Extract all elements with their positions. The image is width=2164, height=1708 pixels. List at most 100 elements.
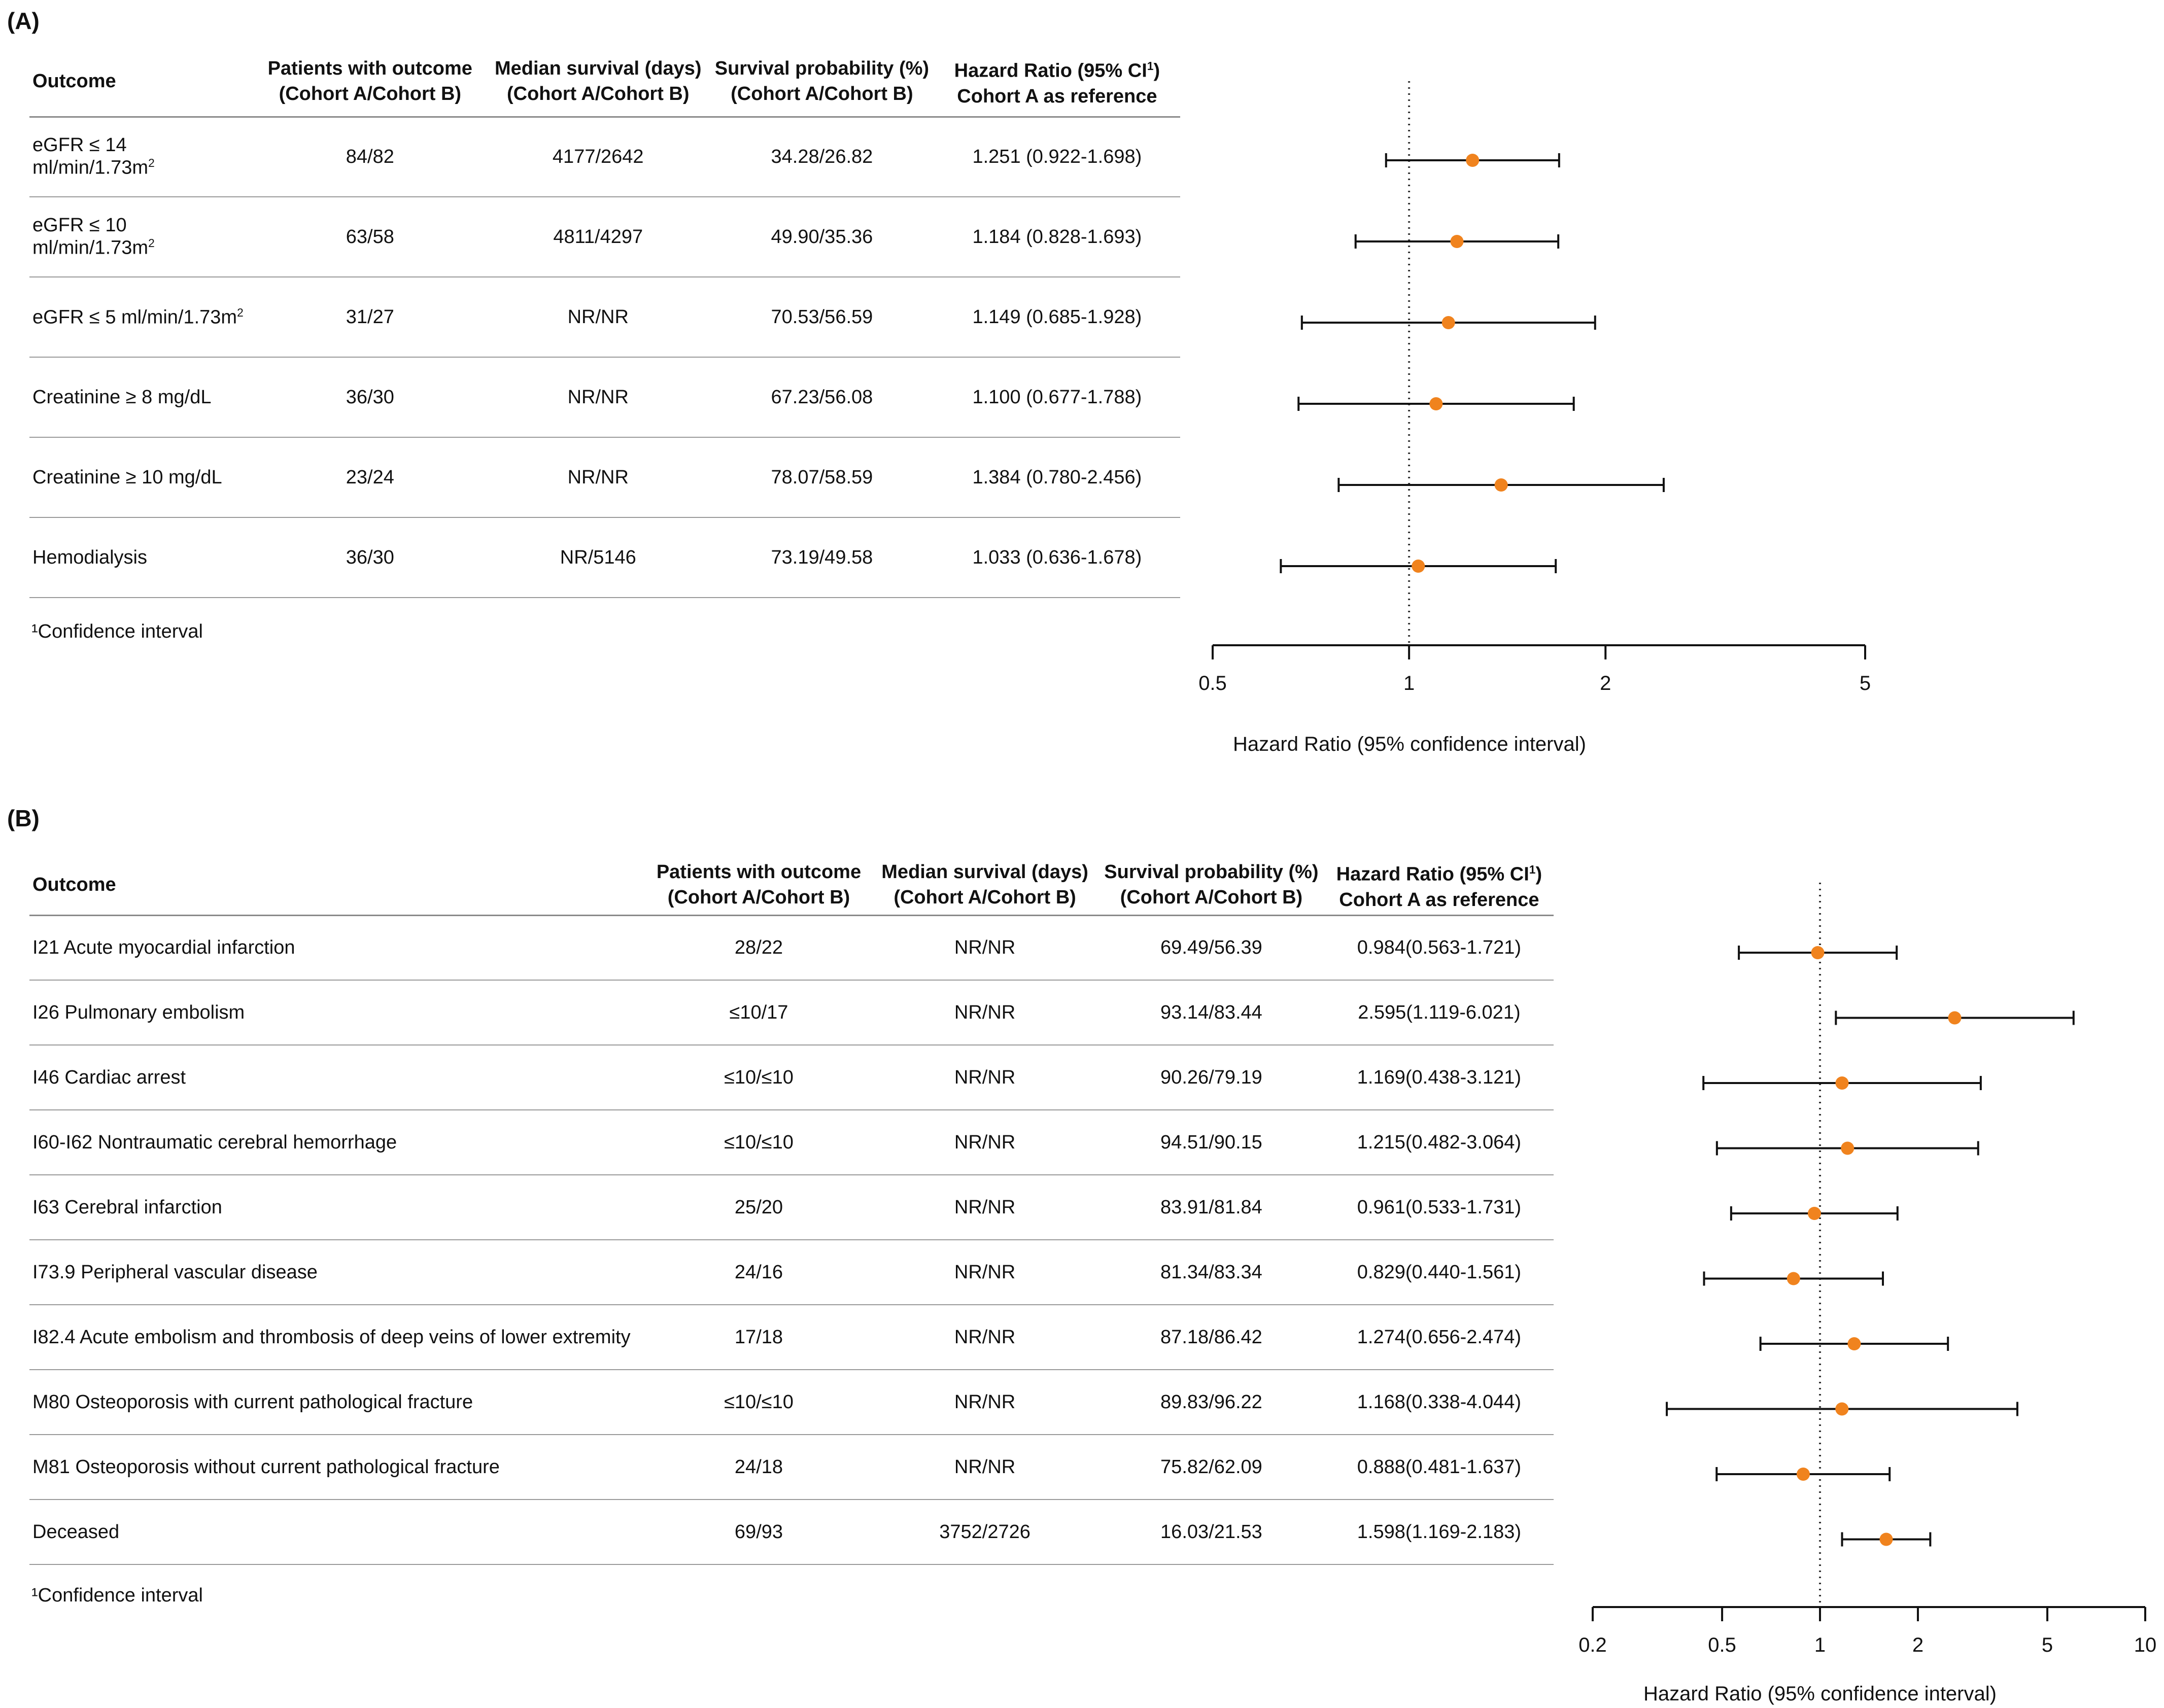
cell-patients: 25/20 [645,1175,872,1240]
cell-hazard-ratio-text: 1.274(0.656-2.474) [1357,1326,1522,1348]
cell-outcome-text: I60-I62 Nontraumatic cerebral hemorrhage [32,1131,397,1153]
cell-outcome: I82.4 Acute embolism and thrombosis of d… [29,1305,646,1370]
cell-hazard-ratio-text: 1.384 (0.780-2.456) [972,466,1142,488]
cell-hazard-ratio-text: 0.961(0.533-1.731) [1357,1196,1522,1218]
panel-b-footnote: ¹Confidence interval [31,1585,203,1606]
cell-patients-text: ≤10/≤10 [724,1066,794,1088]
table-row: I46 Cardiac arrest ≤10/≤10 NR/NR 90.26/79.1… [29,1045,1554,1110]
cell-hazard-ratio-text: 1.033 (0.636-1.678) [972,546,1142,568]
hazard-ratio-point [1412,560,1425,573]
cell-survival-prob: 94.51/90.15 [1098,1110,1325,1175]
cell-survival-prob-text: 70.53/56.59 [771,306,873,328]
cell-patients-text: 63/58 [346,226,394,248]
forest-point-group [1703,1271,1884,1286]
hazard-ratio-point [1835,1402,1849,1416]
col-hr-header-sup: 1 [1147,59,1154,73]
cell-outcome: Deceased [29,1500,646,1565]
unit-superscript: 2 [148,156,155,170]
table-row: I26 Pulmonary embolism ≤10/17 NR/NR 93.14/8… [29,980,1554,1045]
cell-survival-prob-text: 87.18/86.42 [1160,1326,1262,1348]
cell-patients-text: 24/18 [734,1456,783,1478]
cell-patients-text: 69/93 [734,1521,783,1543]
col-prob-header: Survival probability (%) (Cohort A/Cohor… [710,47,934,117]
cell-survival-prob-text: 78.07/58.59 [771,466,873,488]
cell-patients-text: 25/20 [734,1196,783,1218]
col-median-header-line1: Median survival (days) [881,861,1088,883]
hazard-ratio-point [1835,1076,1849,1090]
cell-hazard-ratio-text: 1.215(0.482-3.064) [1357,1131,1522,1153]
table-row: Creatinine ≥ 10 mg/dL 23/24 NR/NR 78.07/58.… [29,437,1180,518]
cell-hazard-ratio: 1.033 (0.636-1.678) [934,517,1180,598]
cell-survival-prob-text: 67.23/56.08 [771,386,873,408]
cell-outcome-text: Deceased [32,1521,120,1543]
cell-patients: 24/16 [645,1240,872,1305]
table-row: M80 Osteoporosis with current pathologic… [29,1370,1554,1435]
forest-point-group [1841,1532,1932,1547]
cell-hazard-ratio: 1.251 (0.922-1.698) [934,117,1180,197]
cell-median-text: NR/NR [954,1066,1016,1088]
cell-outcome-text: Creatinine ≥ 10 mg/dL [32,466,222,488]
x-axis-label: Hazard Ratio (95% confidence interval) [1643,1683,1997,1705]
cell-hazard-ratio-text: 1.149 (0.685-1.928) [972,306,1142,328]
col-patients-header-line1: Patients with outcome [267,58,472,80]
cell-hazard-ratio: 1.274(0.656-2.474) [1324,1305,1554,1370]
x-tick-label: 0.5 [1708,1634,1736,1656]
cell-outcome: Creatinine ≥ 10 mg/dL [29,437,254,518]
cell-survival-prob-text: 69.49/56.39 [1160,936,1262,958]
cell-patients-text: 36/30 [346,386,394,408]
cell-median: NR/NR [872,1435,1098,1500]
cell-hazard-ratio-text: 0.829(0.440-1.561) [1357,1261,1522,1283]
cell-outcome-text: I21 Acute myocardial infarction [32,936,295,958]
x-tick-label: 5 [2042,1634,2053,1656]
cell-median-text: NR/NR [954,1456,1016,1478]
cell-outcome-text: I63 Cerebral infarction [32,1196,222,1218]
cell-survival-prob: 75.82/62.09 [1098,1435,1325,1500]
cell-survival-prob-text: 81.34/83.34 [1160,1261,1262,1283]
cell-survival-prob-text: 89.83/96.22 [1160,1391,1262,1413]
col-hr-header-line1: Hazard Ratio (95% CI1) [1329,857,1550,887]
cell-survival-prob-text: 75.82/62.09 [1160,1456,1262,1478]
panel-a-table-body: eGFR ≤ 14 ml/min/1.73m2 84/82 4177/2642 34.… [29,117,1180,598]
cell-survival-prob: 78.07/58.59 [710,437,934,518]
cell-median-text: 4177/2642 [552,146,644,167]
cell-patients: 24/18 [645,1435,872,1500]
x-axis-label: Hazard Ratio (95% confidence interval) [1233,733,1586,755]
cell-hazard-ratio-text: 1.598(1.169-2.183) [1357,1521,1522,1543]
col-median-header-line1: Median survival (days) [494,58,702,80]
panel-a-label: (A) [7,8,40,34]
cell-patients: 36/30 [254,357,487,438]
col-patients-header-line1: Patients with outcome [656,861,862,883]
unit-superscript: 2 [148,236,155,250]
cell-survival-prob-text: 49.90/35.36 [771,226,873,248]
cell-patients-text: 84/82 [346,146,394,167]
cell-outcome-text: I73.9 Peripheral vascular disease [32,1261,318,1283]
hazard-ratio-point [1879,1532,1893,1546]
forest-point-group [1702,1076,1982,1090]
cell-outcome: eGFR ≤ 10 ml/min/1.73m2 [29,197,254,277]
cell-hazard-ratio-text: 0.984(0.563-1.721) [1357,936,1522,958]
col-hr-header-text: Hazard Ratio (95% CI [954,60,1147,82]
cell-hazard-ratio: 1.215(0.482-3.064) [1324,1110,1554,1175]
cell-survival-prob: 87.18/86.42 [1098,1305,1325,1370]
x-tick-label: 1 [1814,1634,1826,1656]
col-hr-header-close: ) [1153,60,1160,82]
col-median-header: Median survival (days) (Cohort A/Cohort … [872,855,1098,915]
x-tick-label: 1 [1403,672,1415,694]
hazard-ratio-point [1466,154,1480,167]
x-tick-label: 10 [2134,1634,2157,1656]
cell-median: NR/NR [872,1305,1098,1370]
forest-point-group [1385,153,1560,167]
cell-hazard-ratio-text: 2.595(1.119-6.021) [1358,1001,1521,1023]
cell-median: 4177/2642 [486,117,710,197]
forest-point-group [1280,559,1557,573]
cell-outcome-text: M80 Osteoporosis with current pathologic… [32,1391,473,1413]
cell-median: NR/NR [872,1175,1098,1240]
forest-point-group [1354,234,1560,249]
cell-outcome-text: I46 Cardiac arrest [32,1066,186,1088]
panel-b-header-row: Outcome Patients with outcome (Cohort A/… [29,855,1554,915]
cell-survival-prob-text: 83.91/81.84 [1160,1196,1262,1218]
cell-median: NR/NR [486,277,710,358]
cell-hazard-ratio-text: 1.184 (0.828-1.693) [972,226,1142,248]
forest-point-group [1666,1402,2018,1416]
